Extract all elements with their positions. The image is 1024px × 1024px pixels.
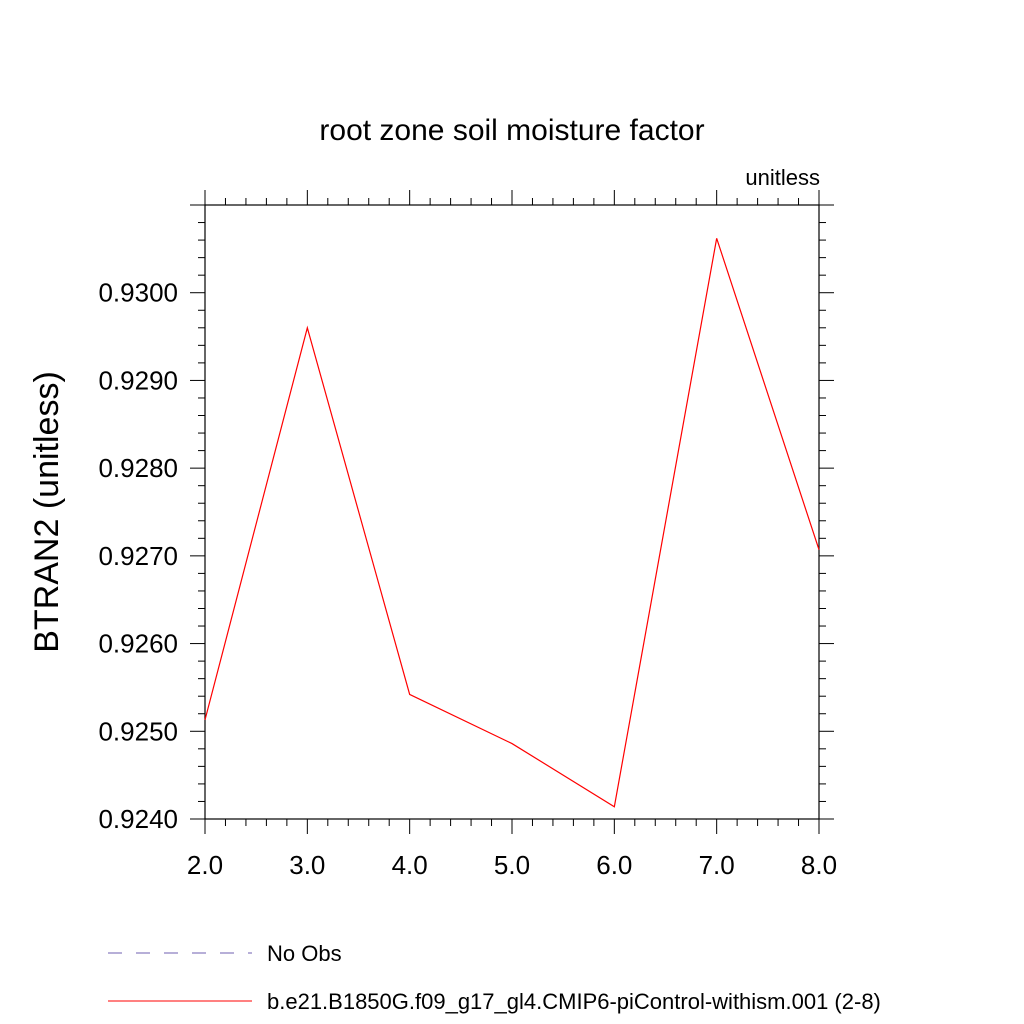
y-tick-label: 0.9280 xyxy=(98,453,178,483)
y-axis-label: BTRAN2 (unitless) xyxy=(28,371,66,653)
x-tick-label: 7.0 xyxy=(699,850,735,880)
x-tick-label: 6.0 xyxy=(596,850,632,880)
y-tick-label: 0.9290 xyxy=(98,365,178,395)
legend-label: b.e21.B1850G.f09_g17_gl4.CMIP6-piControl… xyxy=(267,989,881,1014)
x-tick-label: 3.0 xyxy=(289,850,325,880)
series-line-1 xyxy=(204,238,820,808)
x-tick-labels: 2.0 3.0 4.0 5.0 6.0 7.0 8.0 xyxy=(187,850,837,880)
y-tick-label: 0.9270 xyxy=(98,541,178,571)
x-tick-label: 8.0 xyxy=(801,850,837,880)
x-tick-label: 5.0 xyxy=(494,850,530,880)
series-lines xyxy=(204,238,820,808)
legend: No Obs b.e21.B1850G.f09_g17_gl4.CMIP6-piC… xyxy=(108,941,881,1014)
chart-subtitle: unitless xyxy=(745,165,820,190)
y-tick-labels: 0.9240 0.9250 0.9260 0.9270 0.9280 0.9290 0.93… xyxy=(98,278,178,834)
y-tick-label: 0.9300 xyxy=(98,278,178,308)
plot-frame xyxy=(204,204,820,820)
legend-label: No Obs xyxy=(267,941,342,966)
y-tick-label: 0.9240 xyxy=(98,804,178,834)
y-tick-label: 0.9250 xyxy=(98,716,178,746)
x-tick-label: 4.0 xyxy=(392,850,428,880)
y-tick-label: 0.9260 xyxy=(98,629,178,659)
chart-title: root zone soil moisture factor xyxy=(319,114,704,147)
axis-ticks xyxy=(190,190,834,834)
x-tick-label: 2.0 xyxy=(187,850,223,880)
